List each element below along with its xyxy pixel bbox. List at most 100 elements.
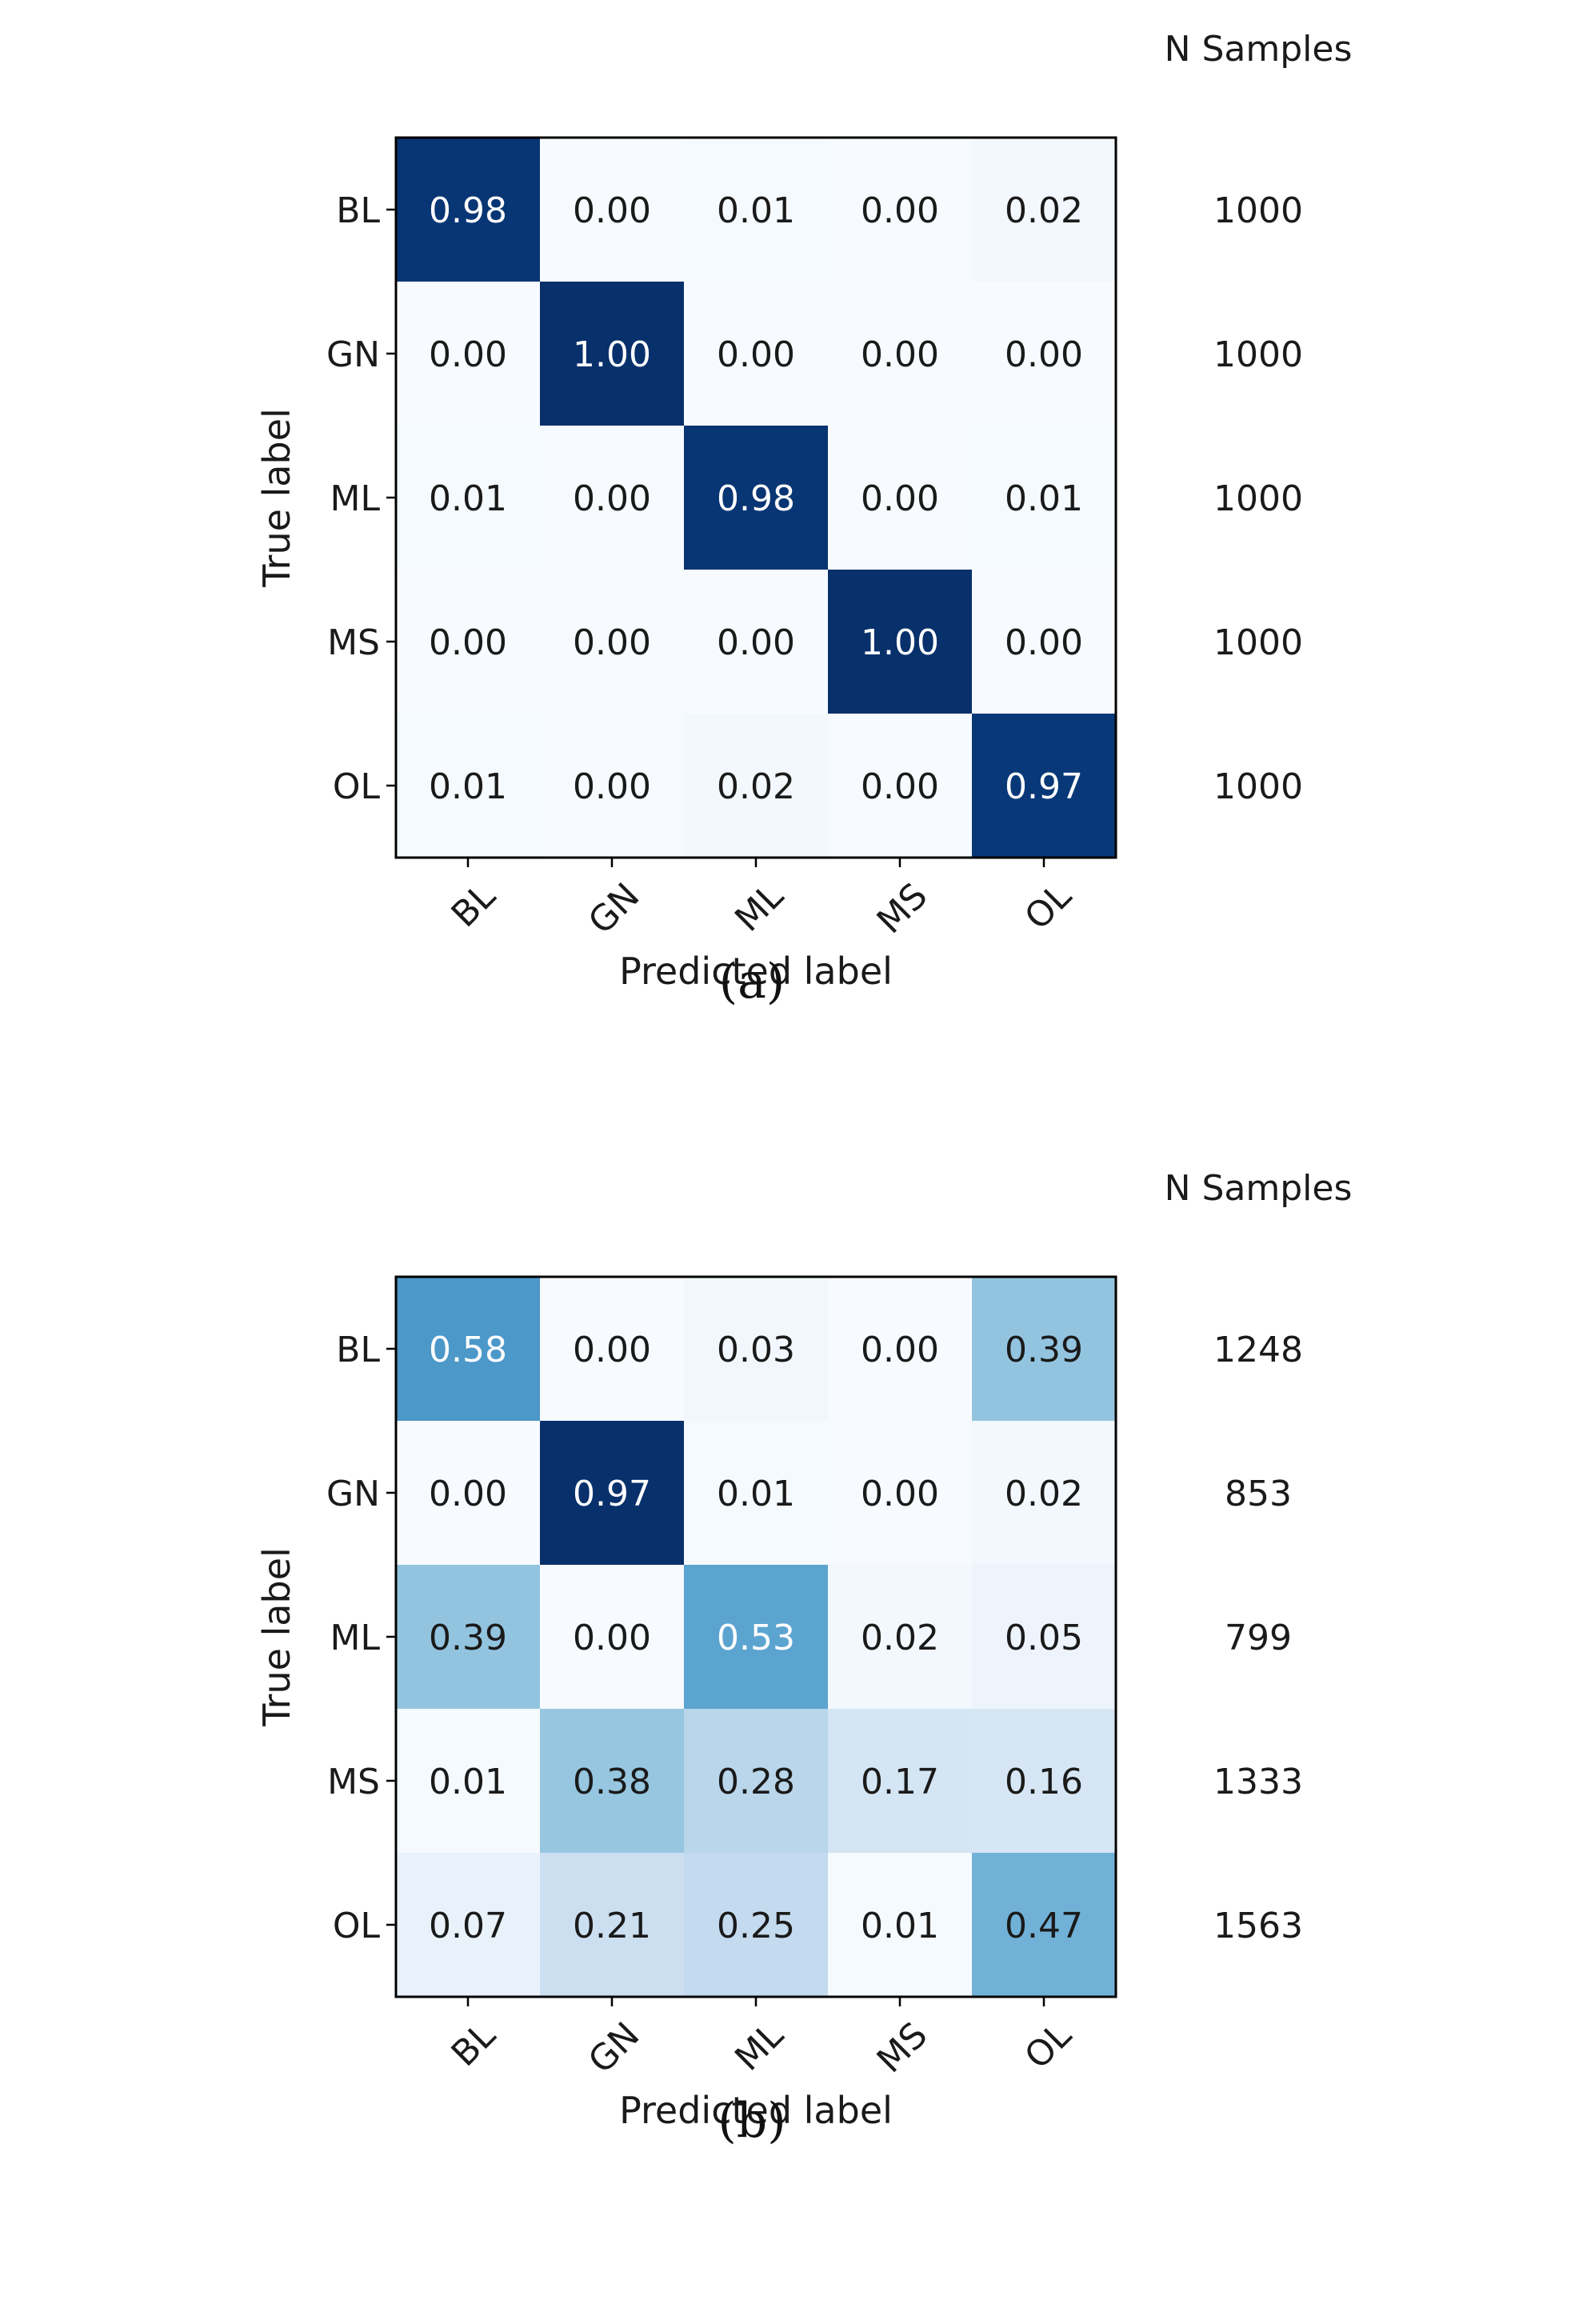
cell-r2-c1 (540, 1565, 684, 1709)
cell-value-label: 0.00 (573, 190, 651, 231)
n-samples-value: 1000 (1213, 190, 1303, 231)
cell-r3-c2 (684, 1709, 828, 1853)
cell-value-label: 0.00 (429, 334, 507, 375)
x-tick-label: MS (869, 2014, 936, 2081)
cell-value-label: 0.01 (1005, 478, 1083, 519)
cell-r0-c2 (684, 1277, 828, 1421)
n-samples-value: 1333 (1213, 1762, 1303, 1802)
cell-value-label: 0.17 (861, 1762, 939, 1802)
cell-value-label: 0.38 (573, 1762, 651, 1802)
cell-value-label: 0.00 (717, 334, 795, 375)
n-samples-header: N Samples (1165, 1168, 1353, 1209)
cell-r4-c3 (828, 714, 972, 858)
y-tick-label: ML (330, 478, 381, 519)
x-tick-label: BL (444, 2014, 504, 2074)
cell-r4-c4 (972, 714, 1116, 858)
n-samples-value: 1000 (1213, 334, 1303, 375)
cell-r4-c2 (684, 714, 828, 858)
y-tick-label: GN (326, 1474, 380, 1514)
cell-r0-c0 (396, 138, 540, 282)
cell-value-label: 0.00 (861, 1474, 939, 1514)
y-tick-label: GN (326, 334, 380, 375)
y-tick-label: BL (336, 1330, 380, 1370)
n-samples-value: 853 (1225, 1474, 1292, 1514)
cell-r4-c1 (540, 1853, 684, 1997)
cell-value-label: 0.28 (717, 1762, 795, 1802)
cell-value-label: 0.00 (573, 766, 651, 807)
cell-r2-c3 (828, 426, 972, 570)
x-tick-label: OL (1017, 875, 1080, 938)
cell-value-label: 0.01 (861, 1906, 939, 1946)
cell-r4-c2 (684, 1853, 828, 1997)
cell-r0-c4 (972, 1277, 1116, 1421)
cell-value-label: 0.98 (429, 190, 507, 231)
cell-value-label: 0.01 (717, 1474, 795, 1514)
cell-r4-c4 (972, 1853, 1116, 1997)
cell-value-label: 0.58 (429, 1330, 507, 1370)
cell-r2-c0 (396, 1565, 540, 1709)
cell-r2-c4 (972, 1565, 1116, 1709)
cell-r4-c0 (396, 714, 540, 858)
cell-value-label: 0.97 (1005, 766, 1083, 807)
cell-r1-c2 (684, 1421, 828, 1565)
x-axis-title: Predicted label (619, 950, 893, 993)
y-axis-title: True label (255, 1547, 298, 1727)
confusion-matrix-b: 0.58 0.00 0.03 0.00 0.39 0.00 0.97 0.01 0.00 0.02… (255, 1168, 1352, 2149)
y-tick-label: OL (333, 1906, 381, 1946)
cell-value-label: 0.01 (429, 766, 507, 807)
cell-r3-c3 (828, 1709, 972, 1853)
cell-r3-c3 (828, 570, 972, 714)
cell-r1-c4 (972, 1421, 1116, 1565)
cell-r0-c2 (684, 138, 828, 282)
cell-value-label: 0.05 (1005, 1618, 1083, 1658)
x-tick-label: ML (727, 2014, 792, 2079)
cell-r3-c0 (396, 1709, 540, 1853)
cell-value-label: 0.01 (429, 478, 507, 519)
cell-value-label: 0.00 (861, 1330, 939, 1370)
cell-r1-c0 (396, 1421, 540, 1565)
cell-r0-c3 (828, 1277, 972, 1421)
cell-value-label: 0.00 (429, 1474, 507, 1514)
y-tick-label: ML (330, 1618, 381, 1658)
figure-caption: (a) (719, 954, 786, 1010)
cell-r2-c3 (828, 1565, 972, 1709)
cell-value-label: 0.00 (573, 478, 651, 519)
n-samples-value: 1000 (1213, 622, 1303, 663)
cell-value-label: 0.00 (1005, 622, 1083, 663)
cell-value-label: 0.97 (573, 1474, 651, 1514)
y-axis-title: True label (255, 408, 298, 588)
n-samples-value: 1000 (1213, 766, 1303, 807)
cell-r1-c4 (972, 282, 1116, 426)
n-samples-value: 799 (1225, 1618, 1292, 1658)
cell-value-label: 0.39 (429, 1618, 507, 1658)
cell-r3-c4 (972, 1709, 1116, 1853)
cell-r3-c1 (540, 1709, 684, 1853)
cell-r0-c1 (540, 138, 684, 282)
cell-r0-c3 (828, 138, 972, 282)
cell-r3-c2 (684, 570, 828, 714)
cell-r3-c0 (396, 570, 540, 714)
cell-value-label: 0.16 (1005, 1762, 1083, 1802)
x-tick-label: ML (727, 875, 792, 940)
cell-r2-c0 (396, 426, 540, 570)
cell-value-label: 0.47 (1005, 1906, 1083, 1946)
n-samples-value: 1563 (1213, 1906, 1303, 1946)
cell-r0-c0 (396, 1277, 540, 1421)
cell-r2-c2 (684, 1565, 828, 1709)
cell-value-label: 0.00 (861, 478, 939, 519)
cell-value-label: 0.01 (717, 190, 795, 231)
x-tick-label: OL (1017, 2014, 1080, 2077)
y-tick-label: BL (336, 190, 380, 231)
cell-value-label: 1.00 (861, 622, 939, 663)
y-tick-label: MS (327, 1762, 380, 1802)
cell-r1-c1 (540, 282, 684, 426)
n-samples-value: 1000 (1213, 478, 1303, 519)
cell-value-label: 0.03 (717, 1330, 795, 1370)
cell-r1-c2 (684, 282, 828, 426)
x-tick-label: BL (444, 875, 504, 935)
cell-value-label: 1.00 (573, 334, 651, 375)
cell-value-label: 0.00 (573, 1618, 651, 1658)
cell-value-label: 0.00 (1005, 334, 1083, 375)
cell-value-label: 0.00 (573, 1330, 651, 1370)
cell-r2-c2 (684, 426, 828, 570)
